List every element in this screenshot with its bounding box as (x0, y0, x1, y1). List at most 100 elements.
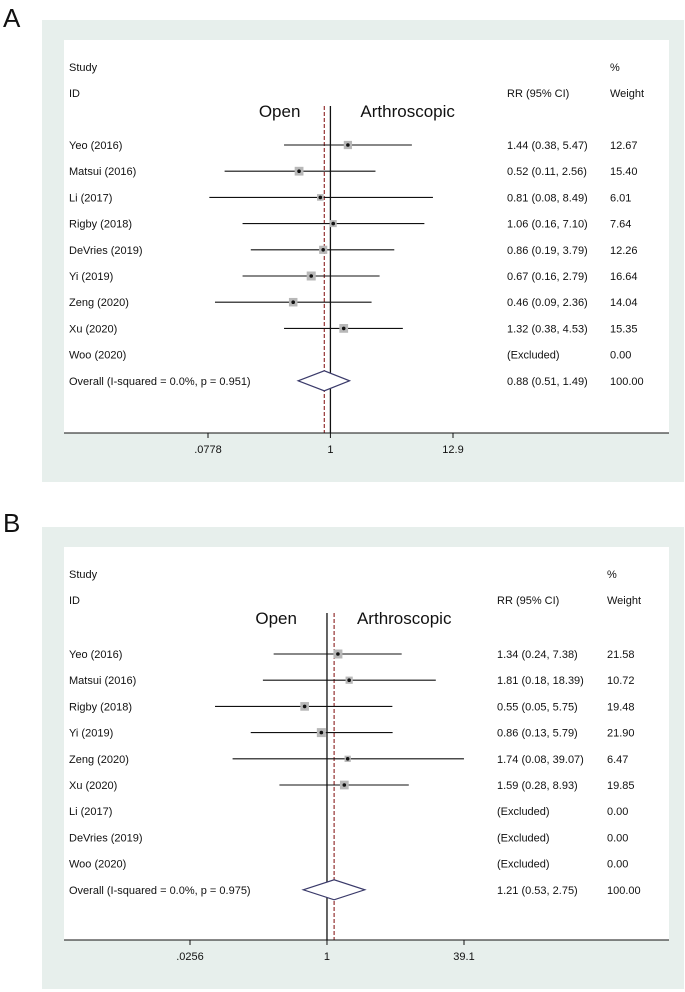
study-point-estimate (321, 248, 325, 252)
study-weight-text: 0.00 (607, 806, 628, 818)
x-tick-label: .0256 (176, 951, 204, 963)
study-label: DeVries (2019) (69, 832, 143, 844)
header-weight-b: Weight (607, 595, 641, 607)
study-label: Zeng (2020) (69, 297, 129, 309)
study-point-estimate (297, 169, 301, 173)
favours-arthroscopic-label-a: Arthroscopic (360, 102, 455, 121)
study-label: Woo (2020) (69, 859, 126, 871)
study-point-estimate (309, 274, 314, 278)
study-weight-text: 19.85 (607, 780, 635, 792)
header-id-b: ID (69, 595, 80, 607)
study-weight-text: 12.67 (610, 140, 638, 152)
study-ci-text: 1.34 (0.24, 7.38) (497, 649, 578, 661)
study-label: Yi (2019) (69, 728, 113, 740)
study-ci-text: 1.59 (0.28, 8.93) (497, 780, 578, 792)
study-point-estimate (291, 300, 295, 305)
study-weight-text: 0.00 (607, 859, 628, 871)
study-ci-text: 0.86 (0.13, 5.79) (497, 728, 578, 740)
study-weight-text: 10.72 (607, 675, 635, 687)
overall-ci-text: 0.88 (0.51, 1.49) (507, 376, 588, 388)
panel-b-letter: B (3, 508, 21, 538)
x-tick-label: 1 (327, 444, 333, 456)
favours-open-label-b: Open (255, 609, 297, 628)
study-label: Yeo (2016) (69, 649, 122, 661)
study-point-estimate (342, 783, 347, 787)
study-weight-text: 15.35 (610, 323, 638, 335)
overall-weight-text: 100.00 (607, 885, 641, 897)
study-weight-text: 14.04 (610, 297, 638, 309)
study-weight-text: 6.47 (607, 754, 628, 766)
study-point-estimate (345, 757, 350, 761)
x-tick-label: 1 (324, 951, 330, 963)
forest-plot-b: Study % ID RR (95% CI) Weight Open Arthroscopi… (64, 547, 669, 963)
header-rr-b: RR (95% CI) (497, 595, 559, 607)
header-rr-a: RR (95% CI) (507, 88, 569, 100)
study-weight-text: 21.58 (607, 649, 635, 661)
study-ci-text: 0.46 (0.09, 2.36) (507, 297, 588, 309)
study-ci-text: (Excluded) (497, 859, 550, 871)
study-weight-text: 15.40 (610, 166, 638, 178)
study-ci-text: 1.44 (0.38, 5.47) (507, 140, 588, 152)
header-id-a: ID (69, 88, 80, 100)
x-tick-label: 39.1 (453, 951, 474, 963)
study-point-estimate (318, 195, 323, 200)
study-label: Matsui (2016) (69, 675, 136, 687)
study-ci-text: 0.52 (0.11, 2.56) (507, 166, 587, 178)
plot-area-b (64, 547, 669, 940)
study-point-estimate (331, 221, 336, 226)
study-weight-text: 16.64 (610, 271, 638, 283)
study-label: Rigby (2018) (69, 701, 132, 713)
study-label: Li (2017) (69, 192, 112, 204)
panel-a: Study% ID RR (95% CI) Weight Open Arthroscopi… (42, 20, 684, 482)
study-weight-text: 6.01 (610, 192, 631, 204)
panel-a-letter: A (3, 3, 21, 33)
x-tick-label: 12.9 (442, 444, 463, 456)
study-point-estimate (346, 143, 350, 147)
study-label: Zeng (2020) (69, 754, 129, 766)
study-label: Li (2017) (69, 806, 112, 818)
overall-label: Overall (I-squared = 0.0%, p = 0.975) (69, 885, 251, 897)
study-label: Woo (2020) (69, 350, 126, 362)
study-point-estimate (302, 704, 307, 709)
study-ci-text: (Excluded) (497, 806, 550, 818)
study-ci-text: (Excluded) (497, 832, 550, 844)
x-tick-label: .0778 (194, 444, 222, 456)
study-label: Xu (2020) (69, 323, 117, 335)
study-weight-text: 7.64 (610, 219, 631, 231)
header-study-a: Study (69, 62, 98, 74)
study-ci-text: 1.74 (0.08, 39.07) (497, 754, 584, 766)
panel-b: Study% ID RR (95% CI) Weight Open Arthroscopi… (42, 527, 684, 989)
study-point-estimate (341, 326, 346, 331)
study-point-estimate (336, 652, 340, 656)
study-label: Matsui (2016) (69, 166, 136, 178)
overall-ci-text: 1.21 (0.53, 2.75) (497, 885, 578, 897)
study-ci-text: 0.55 (0.05, 5.75) (497, 701, 578, 713)
study-ci-text: 1.81 (0.18, 18.39) (497, 675, 584, 687)
study-weight-text: 0.00 (607, 832, 628, 844)
plot-area-a (64, 40, 669, 433)
study-label: Rigby (2018) (69, 219, 132, 231)
overall-weight-text: 100.00 (610, 376, 644, 388)
study-label: Xu (2020) (69, 780, 117, 792)
study-label: Yi (2019) (69, 271, 113, 283)
favours-open-label-a: Open (259, 102, 301, 121)
study-weight-text: 19.48 (607, 701, 635, 713)
study-ci-text: 0.67 (0.16, 2.79) (507, 271, 588, 283)
study-point-estimate (347, 678, 351, 682)
header-study-b: Study (69, 569, 98, 581)
header-weight-a: Weight (610, 88, 644, 100)
study-weight-text: 12.26 (610, 245, 638, 257)
favours-arthroscopic-label-b: Arthroscopic (357, 609, 452, 628)
study-weight-text: 21.90 (607, 728, 635, 740)
study-label: DeVries (2019) (69, 245, 143, 257)
study-point-estimate (319, 730, 324, 735)
study-ci-text: 1.06 (0.16, 7.10) (507, 219, 588, 231)
header-pct-b: % (607, 569, 617, 581)
overall-diamond (296, 370, 352, 392)
study-weight-text: 0.00 (610, 350, 631, 362)
study-ci-text: 1.32 (0.38, 4.53) (507, 323, 588, 335)
header-pct-a: % (610, 62, 620, 74)
overall-label: Overall (I-squared = 0.0%, p = 0.951) (69, 376, 251, 388)
study-ci-text: 0.86 (0.19, 3.79) (507, 245, 588, 257)
study-ci-text: 0.81 (0.08, 8.49) (507, 192, 588, 204)
